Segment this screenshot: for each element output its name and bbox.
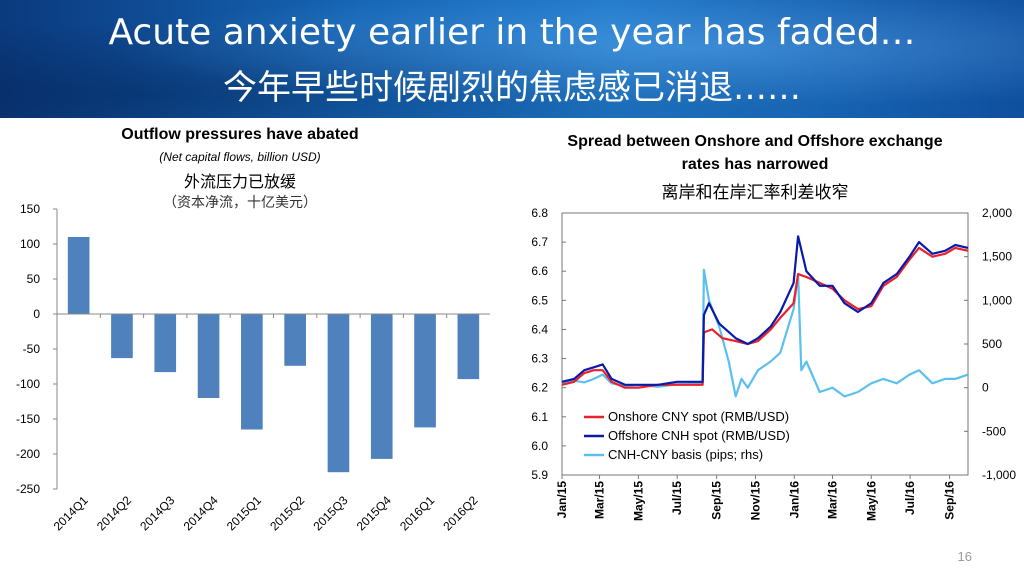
right-y-tick-label: 0 xyxy=(982,381,989,395)
slide-title-zh: 今年早些时候剧烈的焦虑感已消退…… xyxy=(223,68,801,108)
left-chart-subtitle: (Net capital flows, billion USD) xyxy=(159,150,321,164)
x-tick-label: May/15 xyxy=(631,481,645,521)
left-chart-title: Outflow pressures have abated xyxy=(121,126,359,143)
x-tick-label: Jan/16 xyxy=(787,481,801,519)
bar-2016q1 xyxy=(414,314,436,428)
slide-title-en: Acute anxiety earlier in the year has fa… xyxy=(108,12,916,53)
series-line-onshore-cny xyxy=(561,246,969,389)
x-tick-label: Nov/15 xyxy=(748,481,762,521)
x-tick-label: Mar/16 xyxy=(825,481,839,519)
x-tick-label: Jan/15 xyxy=(555,481,569,519)
banner-texture xyxy=(0,0,1024,118)
bar-2015q4 xyxy=(370,314,393,459)
line-axes: 6.8 6.7 6.6 6.5 6.4 6.3 6.2 6.1 6.0 5.9 2,000 1,500… xyxy=(531,206,1016,521)
x-tick-label: Jul/15 xyxy=(670,481,684,515)
bar-2015q2 xyxy=(284,314,306,366)
bar-y-tick-label: 50 xyxy=(27,272,41,286)
left-y-tick-label: 6.4 xyxy=(531,322,548,336)
left-chart-subtitle-zh: （资本净流，十亿美元） xyxy=(163,195,317,211)
bar-y-tick-label: -250 xyxy=(16,482,40,496)
right-chart-title: Spread between Onshore and Offshore exch… xyxy=(567,133,943,173)
bar-y-tick-label: 150 xyxy=(20,202,40,216)
x-tick-label: Mar/15 xyxy=(593,481,607,519)
left-y-tick-label: 6.7 xyxy=(531,235,548,249)
bar-x-tick-label: 2015Q3 xyxy=(310,493,350,533)
x-tick-label: Jul/16 xyxy=(903,481,917,515)
left-y-tick-label: 6.8 xyxy=(531,206,548,220)
bar-2014q3 xyxy=(154,314,177,373)
left-y-tick-label: 6.0 xyxy=(531,439,548,453)
x-tick-label: Sep/16 xyxy=(943,481,957,520)
page-number: 16 xyxy=(957,549,972,564)
bar-y-tick-label: -50 xyxy=(23,342,41,356)
bar-series xyxy=(67,237,480,473)
bar-x-tick-label: 2014Q3 xyxy=(137,493,177,533)
bar-x-tick-label: 2014Q4 xyxy=(181,493,221,533)
left-y-tick-label: 6.2 xyxy=(531,381,548,395)
bar-2014q2 xyxy=(111,314,133,359)
bar-x-tick-label: 2016Q2 xyxy=(440,493,480,533)
left-y-tick-label: 6.1 xyxy=(531,410,548,424)
bar-x-tick-label: 2016Q1 xyxy=(397,493,437,533)
series-line-offshore-cnh xyxy=(561,235,969,386)
bar-x-tick-label: 2014Q2 xyxy=(94,493,134,533)
legend-label: CNH-CNY basis (pips; rhs) xyxy=(608,447,763,462)
bar-y-axis: 150 100 50 0 -50 -100 -150 -200 -250 xyxy=(16,202,58,496)
left-y-tick-label: 6.6 xyxy=(531,264,548,278)
bar-x-tick-label: 2015Q2 xyxy=(267,493,307,533)
bar-y-tick-label: -100 xyxy=(16,377,40,391)
legend-label: Onshore CNY spot (RMB/USD) xyxy=(608,409,789,424)
right-chart-title-zh: 离岸和在岸汇率利差收窄 xyxy=(661,183,849,203)
bar-x-tick-label: 2014Q1 xyxy=(51,493,91,533)
legend-label: Offshore CNH spot (RMB/USD) xyxy=(608,428,790,443)
line-series xyxy=(561,235,969,398)
bar-y-tick-label: 100 xyxy=(20,237,40,251)
bar-x-tick-label: 2015Q1 xyxy=(224,493,264,533)
line-legend: Onshore CNY spot (RMB/USD) Offshore CNH s… xyxy=(584,409,790,462)
bar-y-tick-label: -150 xyxy=(16,412,40,426)
right-y-tick-label: 500 xyxy=(982,337,1002,351)
left-y-tick-label: 5.9 xyxy=(531,468,548,482)
title-banner: Acute anxiety earlier in the year has fa… xyxy=(0,0,1024,118)
right-y-tick-label: 1,000 xyxy=(982,293,1012,307)
left-y-tick-label: 6.3 xyxy=(531,352,548,366)
bar-2015q1 xyxy=(241,314,263,430)
bar-2016q2 xyxy=(457,314,480,380)
left-chart-title-zh: 外流压力已放缓 xyxy=(183,172,296,191)
bar-x-tick-label: 2015Q4 xyxy=(354,493,394,533)
bar-2015q3 xyxy=(327,314,350,473)
bar-2014q4 xyxy=(197,314,220,398)
x-tick-label: May/16 xyxy=(864,481,878,521)
bar-y-tick-label: 0 xyxy=(33,307,40,321)
bar-y-tick-label: -200 xyxy=(16,447,40,461)
right-y-tick-label: 1,500 xyxy=(982,250,1012,264)
x-tick-label: Sep/15 xyxy=(710,481,724,520)
bar-2014q1 xyxy=(67,237,90,314)
line-chart: 6.8 6.7 6.6 6.5 6.4 6.3 6.2 6.1 6.0 5.9 2,000 1,500… xyxy=(531,206,1016,521)
right-y-tick-label: -1,000 xyxy=(982,468,1016,482)
right-y-tick-label: 2,000 xyxy=(982,206,1012,220)
left-y-tick-label: 6.5 xyxy=(531,293,548,307)
right-y-tick-label: -500 xyxy=(982,424,1006,438)
